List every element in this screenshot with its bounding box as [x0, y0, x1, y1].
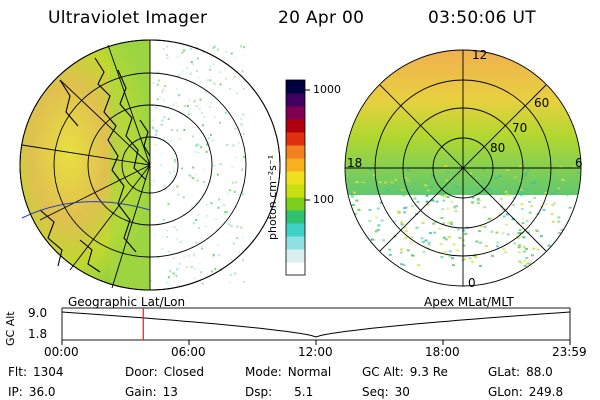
status-gain: Gain: 13 [125, 385, 178, 399]
geographic-image-panel [19, 39, 281, 291]
colorbar-segment [286, 93, 305, 107]
ip-label: IP: [8, 385, 23, 399]
altitude-timeline [61, 307, 571, 345]
timeline-y-tick-1-8: 1.8 [28, 327, 48, 341]
colorbar-segment [286, 210, 305, 224]
timeline-y-tick-9: 9.0 [28, 306, 48, 320]
timeline-x-tick-2359: 23:59 [552, 345, 587, 359]
colorbar-tick-100: 100 [313, 193, 334, 206]
colorbar-segment [286, 158, 305, 172]
seq-label: Seq: [362, 385, 389, 399]
mlat-label-80: 80 [490, 141, 506, 155]
flt-label: Flt: [8, 365, 27, 379]
mlt-label-6: 6 [575, 156, 583, 170]
colorbar-tick-1000: 1000 [313, 83, 341, 96]
colorbar [285, 79, 310, 276]
colorbar-segment [286, 145, 305, 159]
right-panel-caption: Apex MLat/MLT [424, 295, 514, 309]
colorbar-segment [286, 223, 305, 237]
colorbar-segment [286, 262, 305, 276]
mlat-label-60: 60 [534, 96, 550, 110]
colorbar-segment [286, 119, 305, 133]
colorbar-segment [286, 80, 305, 94]
gc-alt-label: GC Alt: [362, 365, 404, 379]
glon-value: 249.8 [528, 385, 564, 399]
ip-value: 36.0 [28, 385, 56, 399]
gain-label: Gain: [125, 385, 157, 399]
status-dsp: Dsp: 5.1 [245, 385, 313, 399]
status-flt: Flt: 1304 [8, 365, 64, 379]
colorbar-segment [286, 106, 305, 120]
colorbar-segment [286, 132, 305, 146]
polar-mlat-mlt-panel [344, 49, 582, 287]
status-ip: IP: 36.0 [8, 385, 56, 399]
mode-label: Mode: [245, 365, 282, 379]
mlt-label-18: 18 [347, 156, 363, 170]
dsp-value: 5.1 [294, 385, 314, 399]
colorbar-segment [286, 236, 305, 250]
status-mode: Mode: Normal [245, 365, 331, 379]
gc-alt-value: 9.3 Re [409, 365, 448, 379]
flt-value: 1304 [32, 365, 64, 379]
status-gc-alt: GC Alt: 9.3 Re [362, 365, 448, 379]
timeline-x-tick-0600: 06:00 [171, 345, 206, 359]
glat-value: 88.0 [526, 365, 553, 379]
glat-label: GLat: [488, 365, 521, 379]
glon-label: GLon: [488, 385, 523, 399]
mlt-label-0: 0 [468, 276, 476, 290]
seq-value: 30 [394, 385, 410, 399]
door-label: Door: [125, 365, 158, 379]
gain-value: 13 [162, 385, 178, 399]
door-value: Closed [163, 365, 205, 379]
timeline-x-tick-0000: 00:00 [44, 345, 79, 359]
colorbar-segment [286, 249, 305, 263]
timeline-x-tick-1200: 12:00 [298, 345, 333, 359]
timeline-x-tick-1800: 18:00 [425, 345, 460, 359]
polar-grid [344, 49, 582, 287]
mode-value: Normal [287, 365, 332, 379]
colorbar-segment [286, 171, 305, 185]
status-glat: GLat: 88.0 [488, 365, 553, 379]
status-glon: GLon: 249.8 [488, 385, 563, 399]
mlat-label-70: 70 [512, 121, 528, 135]
colorbar-unit-label: photon cm⁻²s⁻¹ [266, 154, 279, 240]
colorbar-segment [286, 197, 305, 211]
status-seq: Seq: 30 [362, 385, 410, 399]
colorbar-segment [286, 184, 305, 198]
mlt-label-12: 12 [472, 48, 488, 62]
instrument-title: Ultraviolet Imager [48, 8, 208, 28]
status-door: Door: Closed [125, 365, 204, 379]
date-label: 20 Apr 00 [278, 8, 365, 28]
timeline-y-label: GC Alt [4, 311, 17, 346]
dsp-label: Dsp: [245, 385, 273, 399]
time-label: 03:50:06 UT [428, 8, 536, 28]
coastlines [39, 57, 151, 273]
left-panel-caption: Geographic Lat/Lon [68, 295, 186, 309]
left-speckle-noise [150, 45, 247, 287]
